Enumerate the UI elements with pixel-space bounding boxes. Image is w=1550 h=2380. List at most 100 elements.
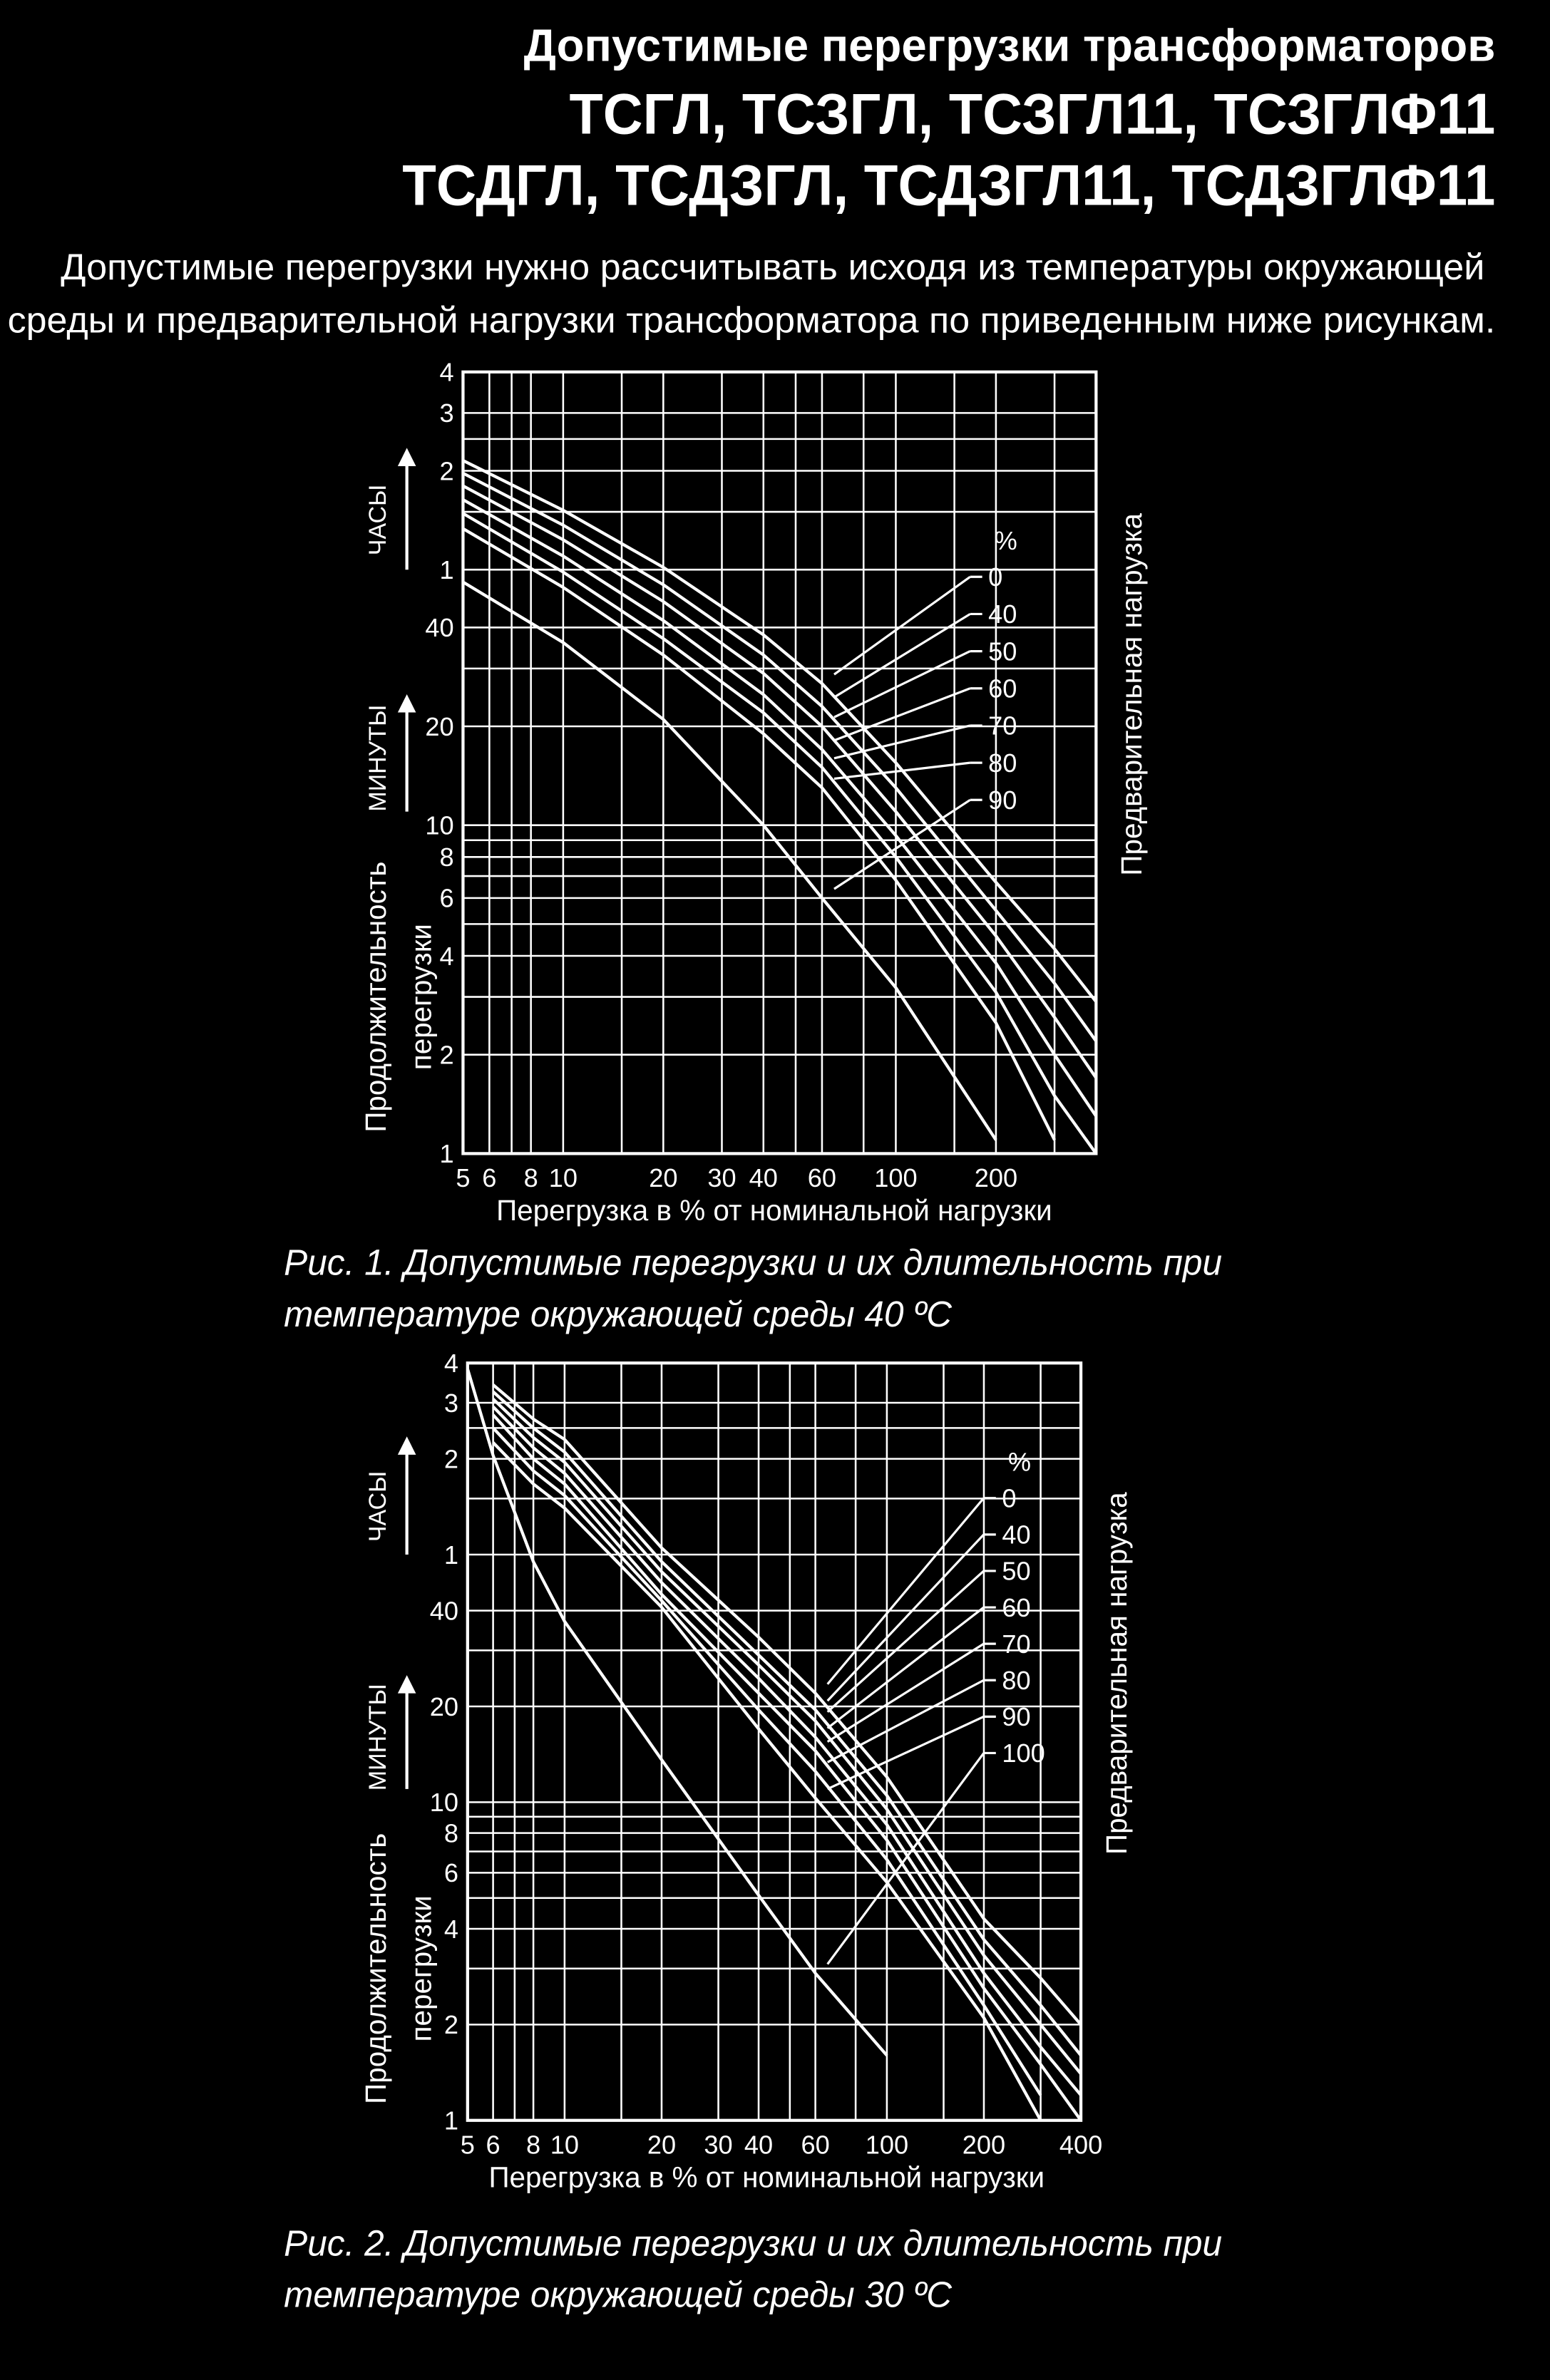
caption: температуре окружающей среды 30 ºС xyxy=(284,2275,953,2315)
y-tick-label: 4 xyxy=(444,1349,458,1378)
y-tick-label: 2 xyxy=(440,1040,454,1069)
x-tick-label: 30 xyxy=(704,2131,732,2160)
curve xyxy=(462,512,1098,1155)
x-tick-label: 100 xyxy=(874,1163,917,1192)
legend-label: 80 xyxy=(1002,1666,1030,1695)
curve xyxy=(462,527,1056,1141)
x-tick-label: 5 xyxy=(456,1163,470,1192)
y-tick-label: 2 xyxy=(440,456,454,485)
legend-label: 70 xyxy=(1002,1629,1030,1659)
x-tick-label: 400 xyxy=(1059,2131,1102,2160)
x-tick-label: 200 xyxy=(975,1163,1017,1192)
leader-line xyxy=(826,1533,985,1702)
y-tick-label: 8 xyxy=(440,843,454,872)
y-tick-label: 40 xyxy=(425,613,453,642)
legend-label: 80 xyxy=(988,748,1017,778)
leader-line xyxy=(833,650,971,718)
leader-line xyxy=(826,1642,985,1743)
y-tick-label: 40 xyxy=(430,1596,458,1625)
leader-line xyxy=(826,1679,985,1763)
axis-arrow-head xyxy=(397,448,416,466)
leader-line xyxy=(833,687,971,742)
y-hours-label: ЧАСЫ xyxy=(364,1471,391,1542)
leader-line xyxy=(833,575,971,676)
legend-label: 100 xyxy=(1002,1738,1045,1768)
leader-line xyxy=(833,798,971,890)
x-tick-label: 60 xyxy=(801,2131,829,2160)
leader-line xyxy=(826,1715,985,1791)
caption: температуре окружающей среды 40 ºС xyxy=(284,1294,953,1334)
title: ТСГЛ, ТСЗГЛ, ТСЗГЛ11, ТСЗГЛФ11 xyxy=(569,83,1495,147)
y-tick-label: 1 xyxy=(444,1540,458,1570)
curve xyxy=(462,471,1098,1042)
x-tick-label: 40 xyxy=(749,1163,778,1192)
legend-label: 50 xyxy=(988,637,1017,666)
title: Допустимые перегрузки трансформаторов xyxy=(524,19,1496,71)
plot-frame xyxy=(461,370,1098,1155)
y-axis-label: перегрузки xyxy=(405,1895,438,2041)
y-tick-label: 10 xyxy=(425,810,453,840)
leader-line xyxy=(826,1497,985,1685)
axis-arrow-head xyxy=(397,694,416,713)
legend-label: 60 xyxy=(1002,1593,1030,1622)
y-tick-label: 2 xyxy=(444,2010,458,2039)
y-axis-label: Продолжительность xyxy=(359,1833,392,2104)
y-tick-label: 4 xyxy=(440,358,454,387)
x-axis-label: Перегрузка в % от номинальной нагрузки xyxy=(496,1194,1052,1227)
curve xyxy=(462,580,997,1141)
x-tick-label: 200 xyxy=(963,2131,1005,2160)
curve xyxy=(466,1368,888,2057)
y-hours-label: ЧАСЫ xyxy=(364,485,391,555)
legend-label: 40 xyxy=(1002,1520,1030,1550)
curve xyxy=(492,1390,1082,2056)
leader-line xyxy=(826,1752,985,1965)
y-minutes-label: МИНУТЫ xyxy=(364,705,391,812)
y-tick-label: 3 xyxy=(440,398,454,428)
y-tick-label: 10 xyxy=(430,1788,458,1817)
description: среды и предварительной нагрузки трансфо… xyxy=(8,299,1496,340)
x-tick-label: 20 xyxy=(647,2131,676,2160)
x-tick-label: 30 xyxy=(707,1163,736,1192)
x-tick-label: 10 xyxy=(549,1163,578,1192)
leader-line xyxy=(833,724,970,760)
y-tick-label: 6 xyxy=(440,884,454,913)
x-tick-label: 8 xyxy=(524,1163,538,1192)
title: ТСДГЛ, ТСДЗГЛ, ТСДЗГЛ11, ТСДЗГЛФ11 xyxy=(402,154,1495,218)
y-tick-label: 1 xyxy=(440,1139,454,1168)
legend-label: 50 xyxy=(1002,1557,1030,1586)
legend-label: 60 xyxy=(988,674,1017,704)
y-tick-label: 4 xyxy=(440,942,454,971)
y-tick-label: 6 xyxy=(444,1858,458,1887)
x-axis-label: Перегрузка в % от номинальной нагрузки xyxy=(488,2160,1045,2193)
legend-title: % xyxy=(995,526,1017,555)
y-tick-label: 2 xyxy=(444,1444,458,1473)
curve xyxy=(492,1384,1082,2026)
plot-frame xyxy=(466,1361,1083,2122)
y-tick-label: 1 xyxy=(440,555,454,584)
x-tick-label: 10 xyxy=(550,2131,579,2160)
axis-arrow-head xyxy=(397,1675,416,1694)
y-tick-label: 1 xyxy=(444,2106,458,2136)
curve xyxy=(462,484,1098,1079)
legend-label-title: Предварительная нагрузка xyxy=(1100,1492,1133,1855)
axis-arrow-head xyxy=(397,1436,416,1455)
legend-label: 40 xyxy=(988,599,1017,629)
y-axis-label: Продолжительность xyxy=(359,862,392,1133)
curve xyxy=(492,1413,1082,2121)
y-tick-label: 20 xyxy=(425,712,453,741)
curve xyxy=(462,498,1098,1118)
x-tick-label: 5 xyxy=(461,2131,475,2160)
x-tick-label: 20 xyxy=(649,1163,677,1192)
x-tick-label: 40 xyxy=(744,2131,773,2160)
curve xyxy=(492,1398,1082,2075)
legend-label: 90 xyxy=(1002,1702,1030,1731)
x-tick-label: 60 xyxy=(808,1163,836,1192)
caption: Рис. 2. Допустимые перегрузки и их длите… xyxy=(284,2222,1222,2263)
y-tick-label: 20 xyxy=(430,1692,458,1721)
legend-label: 90 xyxy=(988,785,1017,815)
caption: Рис. 1. Допустимые перегрузки и их длите… xyxy=(284,1242,1222,1283)
legend-label: 0 xyxy=(988,562,1002,592)
